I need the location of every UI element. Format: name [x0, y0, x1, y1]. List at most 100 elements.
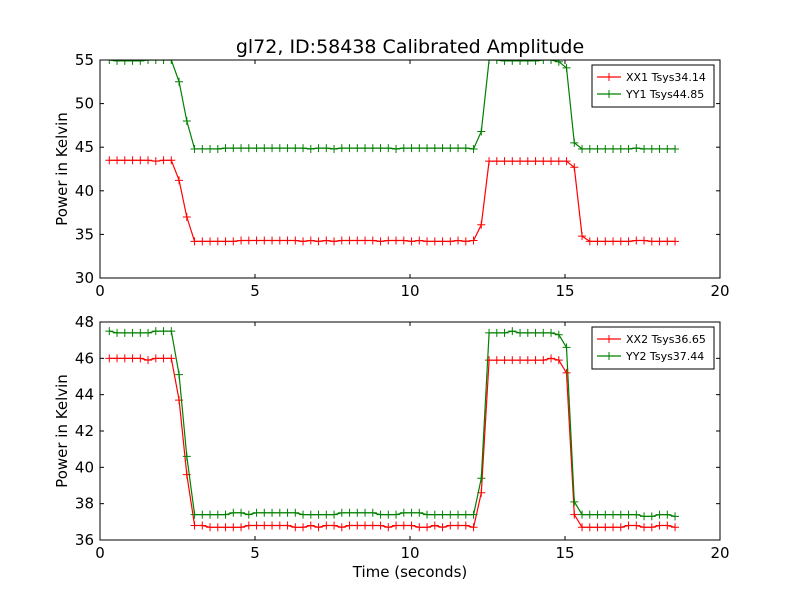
bottom-series-1-marker: [539, 356, 548, 365]
bottom-series-1-marker: [485, 356, 494, 365]
top-series-2-marker: [562, 63, 571, 72]
top-y-tick-label: 50: [75, 95, 94, 113]
top-series-1-marker: [438, 237, 447, 246]
top-series-1-marker: [128, 156, 137, 165]
top-series-1-marker: [616, 237, 625, 246]
top-x-tick-label: 20: [710, 282, 729, 300]
top-series-2-marker: [322, 144, 331, 153]
top-y-axis-label: Power in Kelvin: [53, 112, 71, 226]
bottom-series-1-marker: [585, 523, 594, 532]
top-y-tick-label: 35: [75, 225, 94, 243]
bottom-series-1-marker: [616, 523, 625, 532]
bottom-series-1-marker: [570, 510, 579, 519]
top-series-2-marker: [384, 144, 393, 153]
bottom-series-2-marker: [500, 328, 509, 337]
bottom-series-1-marker: [562, 368, 571, 377]
top-series-1-marker: [531, 157, 540, 166]
bottom-y-tick-label: 46: [75, 349, 94, 367]
top-series-2-marker: [268, 144, 277, 153]
top-series-2-marker: [454, 144, 463, 153]
bottom-series-1-marker: [647, 523, 656, 532]
bottom-series-2-marker: [523, 328, 532, 337]
top-series-1-marker: [113, 156, 122, 165]
top-series-2-marker: [663, 144, 672, 153]
top-x-tick-label: 15: [555, 282, 574, 300]
bottom-series-1-marker: [159, 354, 168, 363]
top-series-2-marker: [291, 144, 300, 153]
top-series-1-marker: [492, 157, 501, 166]
bottom-series-2-marker: [213, 510, 222, 519]
bottom-series-1-marker: [415, 523, 424, 532]
top-series-1-marker: [423, 237, 432, 246]
bottom-series-1-marker: [268, 521, 277, 530]
bottom-series-1-marker: [407, 521, 416, 530]
bottom-series-1-marker: [399, 521, 408, 530]
bottom-series-1-marker: [446, 521, 455, 530]
bottom-series-2-marker: [562, 343, 571, 352]
bottom-series-2-marker: [330, 510, 339, 519]
top-x-tick-label: 5: [250, 282, 260, 300]
top-series-1-marker: [151, 157, 160, 166]
top-series-2-marker: [516, 60, 525, 65]
bottom-series-2-marker: [539, 328, 548, 337]
top-series-2-marker: [105, 60, 114, 64]
top-series-2-marker: [330, 144, 339, 153]
bottom-series-1-marker: [291, 523, 300, 532]
top-series-1-marker: [539, 157, 548, 166]
bottom-series-2-marker: [384, 510, 393, 519]
bottom-series-1-marker: [508, 356, 517, 365]
bottom-series-1-marker: [469, 523, 478, 532]
bottom-series-2-marker: [531, 328, 540, 337]
top-series-layer: [105, 60, 680, 246]
bottom-series-2-marker: [671, 512, 680, 521]
top-series-2-marker: [144, 60, 153, 64]
bottom-series-2-marker: [624, 510, 633, 519]
bottom-legend: XX2 Tsys36.65 YY2 Tsys37.44: [591, 326, 715, 370]
bottom-series-1-marker: [345, 521, 354, 530]
top-series-2-marker: [585, 144, 594, 153]
bottom-series-2-marker: [151, 327, 160, 336]
top-series-1-marker: [190, 237, 199, 246]
top-series-1-marker: [268, 236, 277, 245]
top-series-2-marker: [392, 144, 401, 153]
bottom-series-1-marker: [554, 356, 563, 365]
bottom-y-tick-label: 36: [75, 531, 94, 549]
top-series-1-marker: [213, 237, 222, 246]
bottom-series-2-marker: [585, 510, 594, 519]
top-series-1-marker: [105, 156, 114, 165]
bottom-x-tick-label: 10: [400, 544, 419, 562]
top-series-1-marker: [368, 236, 377, 245]
bottom-series-1-marker: [632, 521, 641, 530]
top-series-1-marker: [469, 236, 478, 245]
top-series-1-marker: [206, 237, 215, 246]
top-series-2-marker: [151, 60, 160, 64]
bottom-series-2-marker: [469, 510, 478, 519]
bottom-legend-marker: [605, 335, 613, 343]
top-series-1-marker: [221, 237, 230, 246]
top-series-2-marker: [616, 144, 625, 153]
top-series-2-marker: [640, 144, 649, 153]
top-series-2-marker: [299, 144, 308, 153]
top-series-1-marker: [299, 237, 308, 246]
top-series-2-marker: [237, 144, 246, 153]
bottom-series-2-marker: [461, 510, 470, 519]
bottom-series-1-marker: [655, 521, 664, 530]
bottom-series-layer: [105, 327, 680, 532]
bottom-series-2-marker: [322, 510, 331, 519]
top-series-2-marker: [368, 144, 377, 153]
top-series-2-marker: [306, 144, 315, 153]
top-series-2-marker: [601, 144, 610, 153]
top-series-1-marker: [407, 237, 416, 246]
top-series-1-marker: [523, 157, 532, 166]
top-series-1-marker: [244, 236, 253, 245]
top-series-1-marker: [392, 236, 401, 245]
bottom-x-tick-label: 5: [250, 544, 260, 562]
top-series-1-marker: [430, 237, 439, 246]
top-series-2-marker: [461, 144, 470, 153]
bottom-series-1-marker: [221, 523, 230, 532]
top-series-2-marker: [275, 144, 284, 153]
bottom-series-2-marker: [291, 508, 300, 517]
bottom-series-1-marker: [384, 523, 393, 532]
top-series-1-marker: [562, 157, 571, 166]
top-series-1-marker: [461, 237, 470, 246]
